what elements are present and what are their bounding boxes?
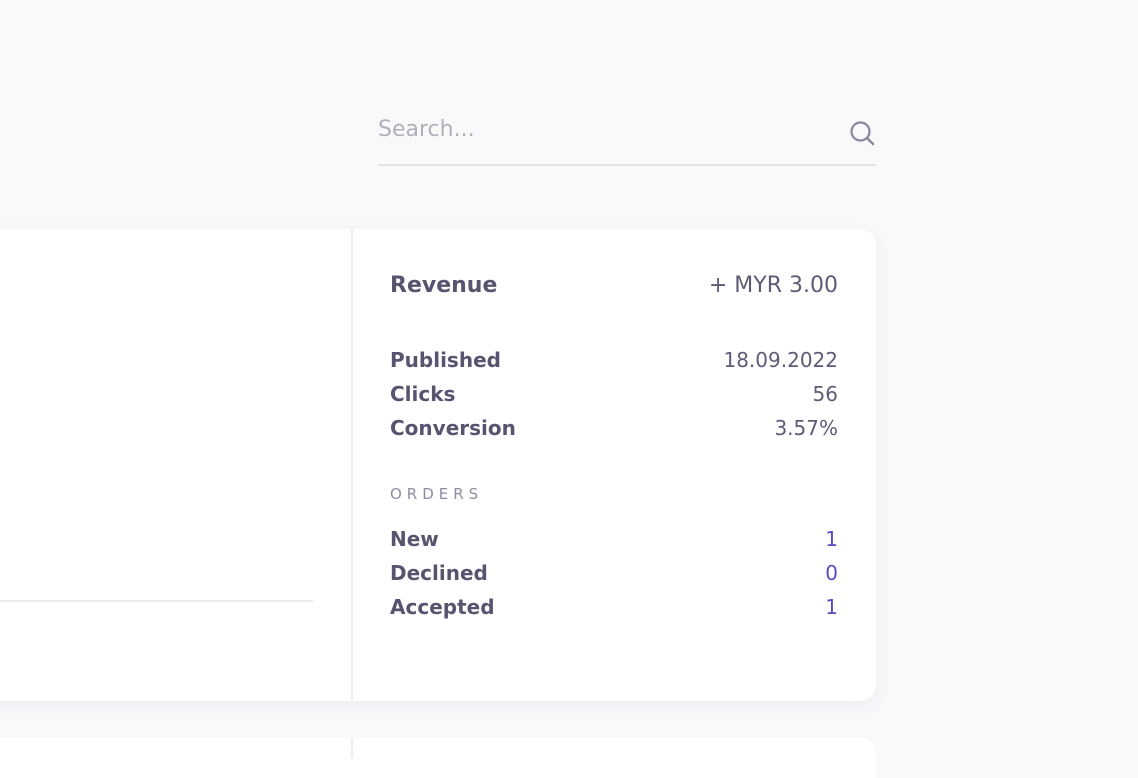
revenue-row: Revenue + MYR 3.00 <box>390 265 838 305</box>
card-divider <box>351 229 353 701</box>
metric-row-published: Published 18.09.2022 <box>390 343 838 377</box>
content-divider <box>0 600 313 602</box>
metric-label: Clicks <box>390 382 456 406</box>
orders-row-declined: Declined 0 <box>390 556 838 590</box>
orders-label: New <box>390 527 439 551</box>
revenue-value: + MYR 3.00 <box>708 272 838 298</box>
orders-count-link[interactable]: 1 <box>825 595 838 619</box>
card-divider <box>351 738 353 758</box>
search-icon[interactable] <box>848 119 876 147</box>
orders-label: Accepted <box>390 595 495 619</box>
next-listing-card <box>0 738 876 778</box>
metric-row-conversion: Conversion 3.57% <box>390 411 838 445</box>
metric-value: 56 <box>812 382 838 406</box>
orders-row-new: New 1 <box>390 522 838 556</box>
search-input[interactable] <box>378 114 828 144</box>
metric-value: 18.09.2022 <box>723 348 838 372</box>
revenue-label: Revenue <box>390 272 498 298</box>
metric-label: Published <box>390 348 501 372</box>
metric-value: 3.57% <box>774 416 838 440</box>
orders-count-link[interactable]: 1 <box>825 527 838 551</box>
orders-row-accepted: Accepted 1 <box>390 590 838 624</box>
listing-card <box>0 229 876 701</box>
orders-label: Declined <box>390 561 488 585</box>
orders-section-title: ORDERS <box>390 485 484 503</box>
orders-count-link[interactable]: 0 <box>825 561 838 585</box>
metric-row-clicks: Clicks 56 <box>390 377 838 411</box>
search-bar[interactable] <box>378 106 876 166</box>
metric-label: Conversion <box>390 416 516 440</box>
